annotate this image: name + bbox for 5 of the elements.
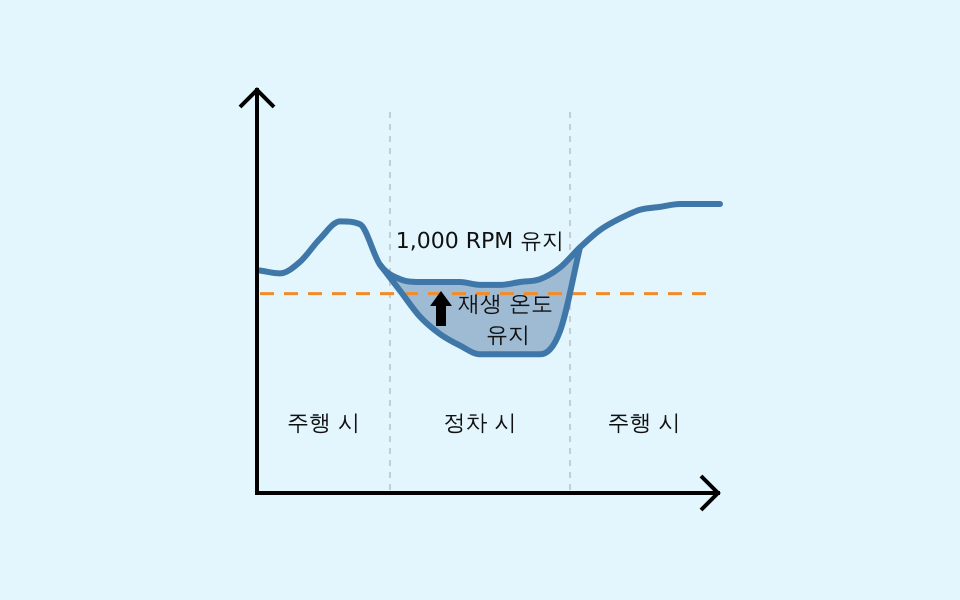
annotation: 주행 시 [608, 411, 680, 436]
annotation: 주행 시 [287, 411, 360, 436]
annotation: 정차 시 [444, 411, 516, 436]
annotation: 1,000 RPM 유지 [396, 229, 564, 254]
annotation: 재생 온도 유지 [458, 292, 553, 348]
